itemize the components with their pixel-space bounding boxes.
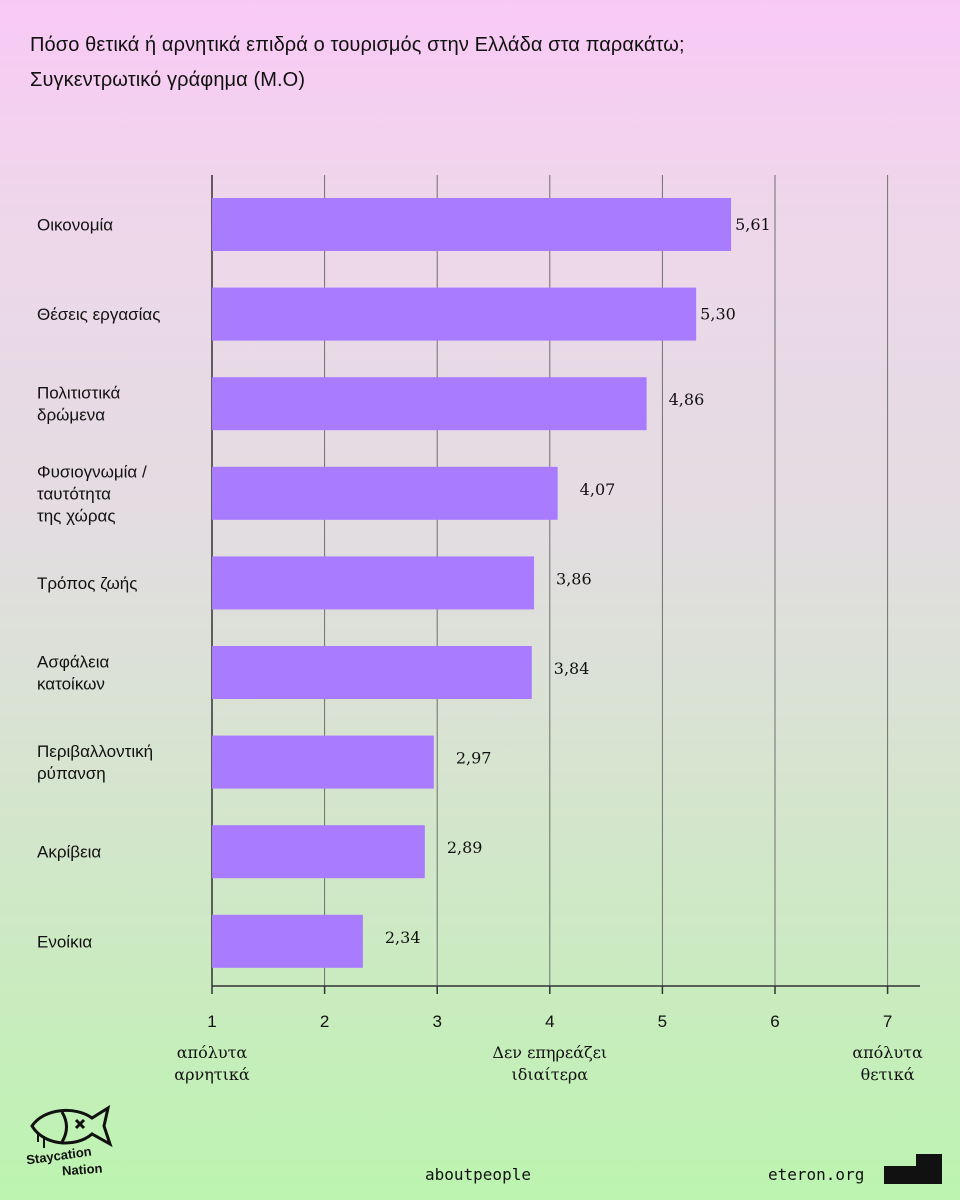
x-axis-annotation: Δεν επηρεάζει [492,1043,607,1062]
fish-icon [30,1104,113,1148]
bar [212,646,532,699]
bar-value-label: 3,84 [554,659,590,678]
chart-title: Πόσο θετικά ή αρνητικά επιδρά ο τουρισμό… [30,28,930,98]
x-tick-label: 7 [883,1012,892,1031]
bar [212,556,535,610]
category-label: ρύπανση [37,764,106,783]
x-axis-annotation: θετικά [861,1065,915,1084]
category-label: Περιβαλλοντική [37,742,153,761]
bar [212,466,558,520]
x-tick-label: 4 [545,1012,554,1031]
title-line-1: Πόσο θετικά ή αρνητικά επιδρά ο τουρισμό… [30,34,685,56]
bar-value-label: 4,07 [580,480,616,499]
footer-brand-aboutpeople[interactable]: aboutpeople [425,1165,531,1184]
category-label: ταυτότητα [37,484,111,503]
category-label: Ασφάλεια [37,653,110,672]
x-tick-label: 5 [658,1012,667,1031]
category-label: Φυσιογνωμία / [37,462,147,481]
title-line-2: Συγκεντρωτικό γράφημα (Μ.Ο) [30,69,306,91]
x-axis-annotation: ιδιαίτερα [511,1065,588,1084]
category-label: κατοίκων [37,675,105,694]
x-axis-annotation: αρνητικά [174,1065,250,1084]
bar-chart: 1 2 3 4 5 6 7 απόλυτα αρνητικά Δεν επηρεάζει ιδιαί… [37,175,923,1084]
footer-brand-eteron[interactable]: eteron.org [768,1165,865,1184]
bar [212,287,697,341]
category-label: Θέσεις εργασίας [37,305,160,324]
x-tick-label: 1 [207,1012,216,1031]
bar [212,198,732,251]
logo-word-2: Nation [61,1160,103,1179]
eteron-logo-icon [884,1154,942,1184]
bar [212,735,434,789]
bar-value-label: 2,97 [456,749,492,768]
category-label: Πολιτιστικά [37,384,120,403]
category-label: Οικονομία [37,216,113,235]
x-axis-annotation: απόλυτα [177,1043,248,1062]
bar-value-label: 3,86 [556,569,592,588]
category-label: Ενοίκια [37,932,92,951]
category-label: της χώρας [37,506,116,525]
bar [212,377,647,431]
bar-value-label: 5,30 [700,305,736,324]
bar [212,825,425,879]
bar-value-label: 2,34 [385,928,421,947]
category-label: Τρόπος ζωής [37,574,137,593]
category-label: δρώμενα [37,406,105,425]
category-label: Ακρίβεια [37,843,101,862]
x-tick-label: 6 [770,1012,779,1031]
bar-value-label: 2,89 [447,838,483,857]
bar-value-label: 5,61 [735,215,771,234]
x-tick-label: 2 [320,1012,329,1031]
bar [212,914,363,968]
bar-value-label: 4,86 [669,390,705,409]
x-tick-label: 3 [432,1012,441,1031]
x-axis-annotation: απόλυτα [852,1043,923,1062]
staycation-nation-logo: Staycation Nation [25,1104,118,1180]
